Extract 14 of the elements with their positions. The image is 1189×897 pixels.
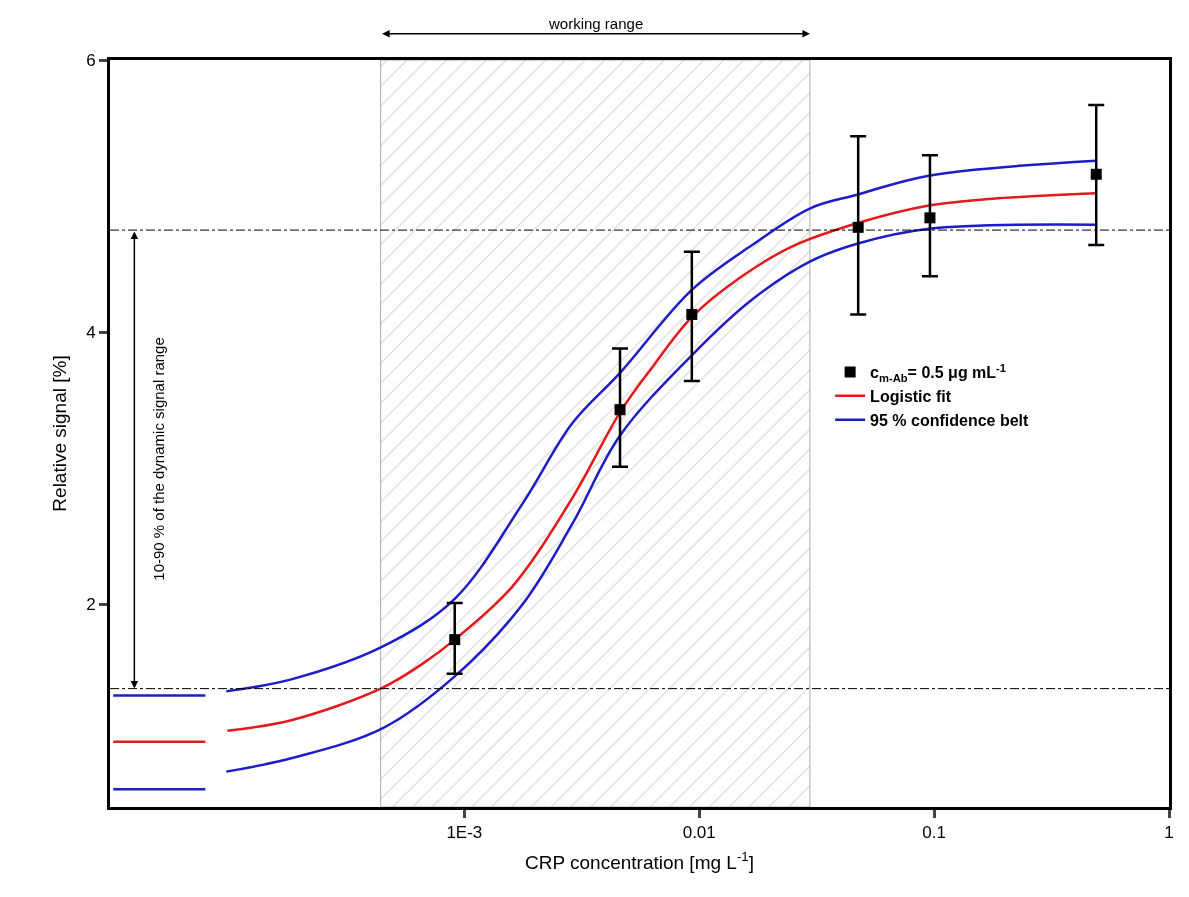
- x-tick-label: 0.1: [922, 823, 946, 843]
- x-tick-label: 1E-3: [446, 823, 483, 843]
- legend-label: Logistic fit: [870, 388, 952, 406]
- y-tick-label: 2: [86, 595, 96, 615]
- legend-label: 95 % confidence belt: [870, 411, 1030, 429]
- y-tick-label: 6: [86, 50, 96, 70]
- y-tick-label: 4: [86, 323, 96, 343]
- legend-label: c$_{m-Ab}$= 0.5 μg mL$^{-1}$: [870, 361, 1007, 384]
- text: working range: [548, 15, 644, 32]
- y-axis-title: Relative signal [%]: [48, 355, 70, 512]
- x-tick-label: 0.01: [682, 823, 716, 843]
- annotation: 10-90 % of the dynamic signal range: [150, 337, 168, 581]
- x-axis-title: CRP concentration [mg L$^{-1}$]: [524, 849, 755, 874]
- x-tick-label: 1: [1164, 823, 1174, 843]
